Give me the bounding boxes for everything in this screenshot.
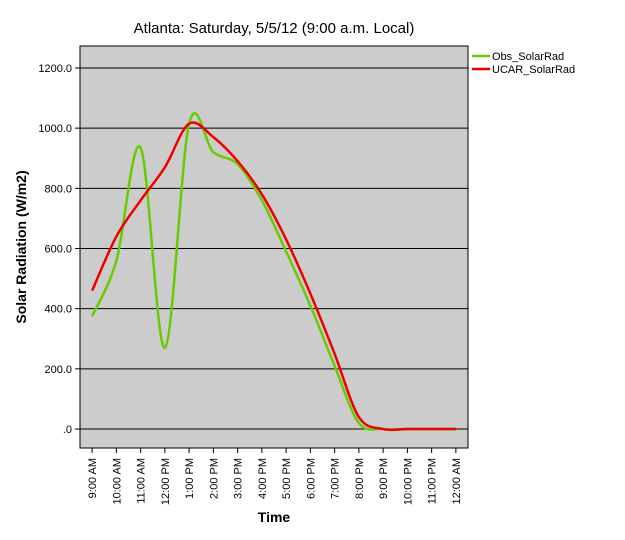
x-tick-label: 2:00 PM [208, 458, 220, 499]
chart-title: Atlanta: Saturday, 5/5/12 (9:00 a.m. Loc… [134, 20, 415, 37]
y-tick-label: 800.0 [44, 183, 72, 195]
x-tick-label: 11:00 AM [136, 458, 148, 504]
y-tick-label: 1200.0 [38, 63, 72, 75]
x-tick-label: 9:00 PM [378, 458, 390, 499]
x-tick-label: 12:00 AM [451, 458, 463, 504]
x-tick-label: 8:00 PM [354, 458, 366, 499]
y-axis-title: Solar Radiation (W/m2) [13, 170, 29, 323]
y-tick-label: 400.0 [44, 304, 72, 316]
legend-label: UCAR_SolarRad [492, 64, 575, 76]
x-tick-label: 10:00 PM [402, 458, 414, 505]
plot-area [80, 46, 468, 448]
y-tick-label: 1000.0 [38, 123, 72, 135]
x-tick-label: 1:00 PM [184, 458, 196, 499]
y-tick-label: .0 [63, 424, 72, 436]
x-tick-label: 4:00 PM [257, 458, 269, 499]
x-tick-label: 12:00 PM [160, 458, 172, 505]
x-tick-label: 10:00 AM [111, 458, 123, 504]
x-tick-label: 3:00 PM [233, 458, 245, 499]
x-tick-label: 11:00 PM [427, 458, 439, 504]
x-axis-title: Time [258, 509, 291, 525]
y-tick-label: 600.0 [44, 244, 72, 256]
x-tick-label: 5:00 PM [281, 458, 293, 499]
x-tick-label: 7:00 PM [330, 458, 342, 499]
plot-border [79, 45, 469, 449]
series-line [90, 121, 456, 432]
y-tick-label: 200.0 [44, 364, 72, 376]
x-tick-label: 9:00 AM [87, 458, 99, 498]
legend-label: Obs_SolarRad [492, 51, 564, 63]
x-tick-label: 6:00 PM [305, 458, 317, 499]
